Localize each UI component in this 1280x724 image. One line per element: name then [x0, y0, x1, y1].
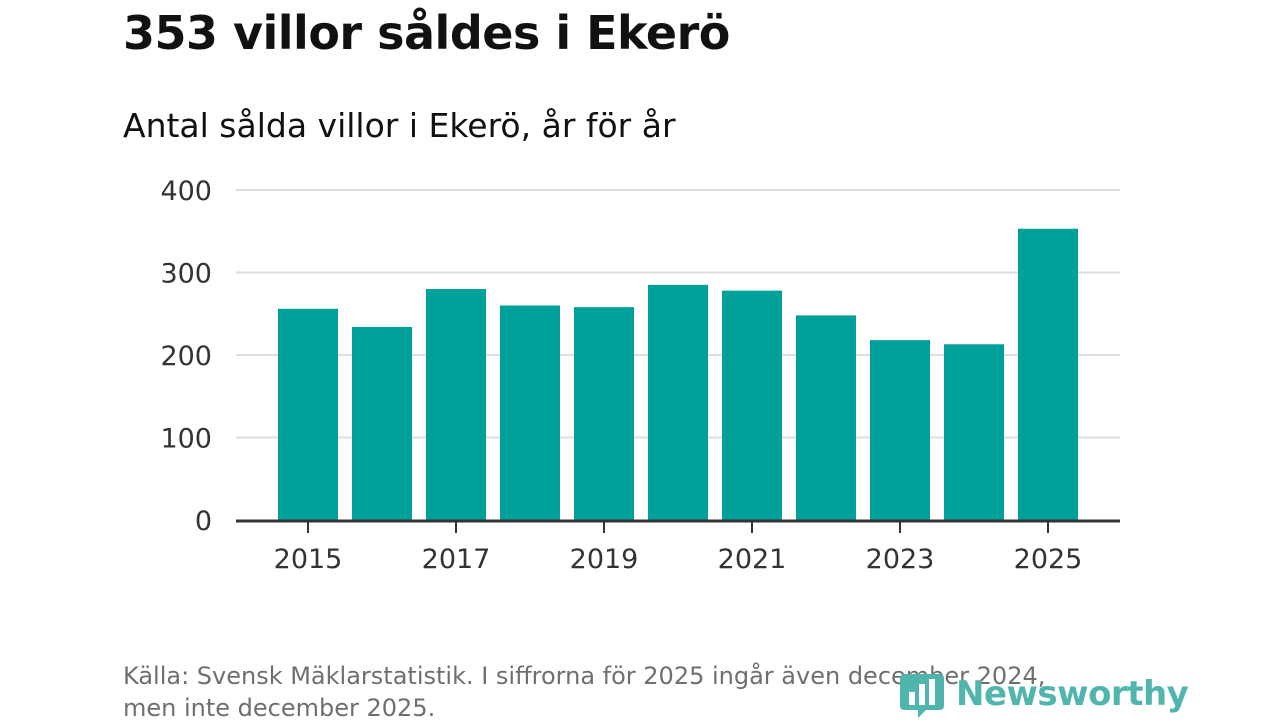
newsworthy-logo: Newsworthy: [900, 670, 1189, 718]
y-tick-label-0: 0: [195, 506, 212, 537]
bar-2020: [648, 284, 708, 520]
x-tick-label-2017: 2017: [422, 544, 491, 575]
bars: [278, 228, 1078, 520]
source-note: Källa: Svensk Mäklarstatistik. I siffror…: [123, 660, 1123, 724]
bar-2024: [944, 344, 1004, 520]
source-line-1: Källa: Svensk Mäklarstatistik. I siffror…: [123, 662, 1046, 690]
bar-2025: [1018, 228, 1078, 520]
x-tick-label-2025: 2025: [1014, 544, 1083, 575]
x-tick-label-2019: 2019: [570, 544, 639, 575]
bar-2021: [722, 290, 782, 520]
y-tick-label-400: 400: [160, 176, 212, 207]
chart-subtitle: Antal sålda villor i Ekerö, år för år: [123, 106, 676, 145]
x-tick-label-2021: 2021: [718, 544, 787, 575]
bar-2017: [426, 289, 486, 520]
bar-chart: 0 100 200 300 400 2015 2017 2019 2021 2023 2025: [160, 176, 1120, 575]
y-tick-label-200: 200: [160, 341, 212, 372]
bar-2015: [278, 308, 338, 520]
x-tick-label-2015: 2015: [274, 544, 343, 575]
source-line-2: men inte december 2025.: [123, 694, 436, 722]
bar-2022: [796, 315, 856, 520]
logo-text: Newsworthy: [956, 674, 1189, 714]
chart-title: 353 villor såldes i Ekerö: [123, 6, 730, 60]
bar-2018: [500, 305, 560, 520]
bar-2019: [574, 307, 634, 520]
x-tick-label-2023: 2023: [866, 544, 935, 575]
bar-2016: [352, 326, 412, 520]
y-tick-label-100: 100: [160, 424, 212, 455]
y-tick-label-300: 300: [160, 259, 212, 290]
bar-chart-logo-icon: [900, 674, 944, 718]
bar-2023: [870, 340, 930, 520]
axes: 0 100 200 300 400 2015 2017 2019 2021 2023 2025: [160, 176, 1120, 575]
